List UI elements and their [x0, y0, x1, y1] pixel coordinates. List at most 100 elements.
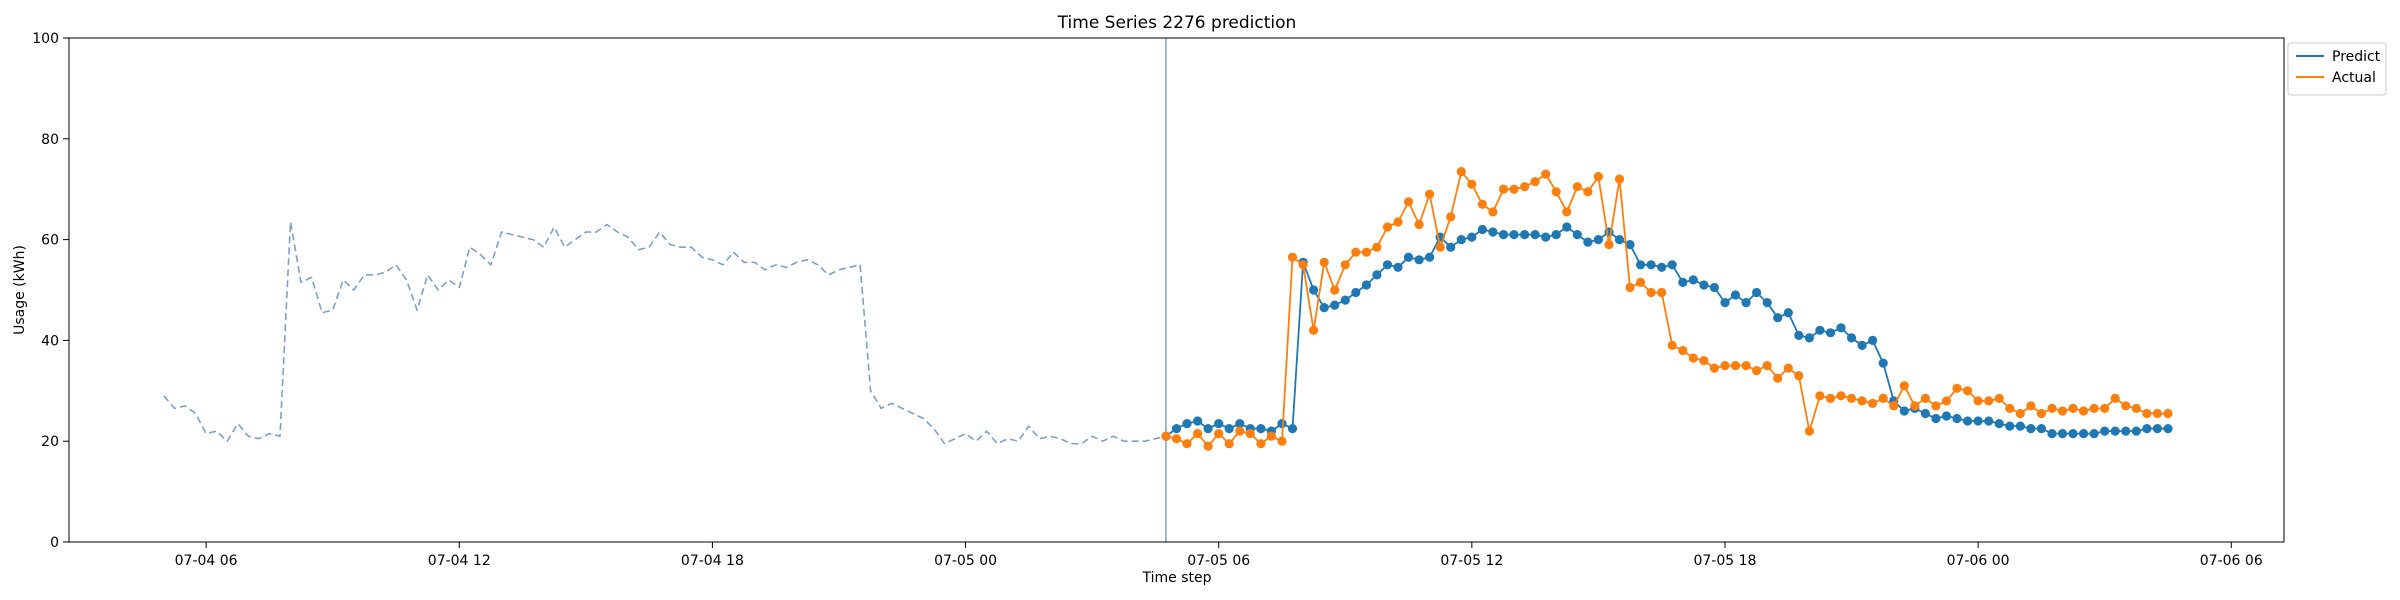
series-predict-point: [1657, 262, 1667, 272]
series-predict-point: [1868, 335, 1878, 345]
series-actual-point: [1783, 363, 1793, 373]
series-predict-point: [1330, 300, 1340, 310]
series-actual-point: [2142, 408, 2152, 419]
axes-frame: [68, 37, 2285, 543]
series-predict-point: [1361, 280, 1371, 290]
series-predict-point: [1804, 333, 1814, 343]
x-tick-label: 07-05 06: [1187, 553, 1250, 569]
series-actual-point: [2005, 403, 2015, 413]
y-tick-label: 60: [41, 233, 59, 249]
series-predict-point: [1235, 419, 1245, 429]
series-actual-point: [1973, 396, 1983, 406]
series-actual-point: [1340, 260, 1350, 270]
series-actual-point: [1393, 217, 1403, 227]
series-predict-point: [2057, 429, 2068, 439]
series-actual-point: [1688, 353, 1698, 363]
series-predict-point: [1551, 230, 1561, 240]
series-predict-point: [1815, 325, 1825, 335]
series-predict-point: [1730, 290, 1741, 300]
series-actual-point: [1857, 396, 1867, 406]
series-predict-point: [1825, 328, 1836, 338]
x-tick-label: 07-06 00: [1947, 553, 2010, 569]
series-actual-point: [1846, 393, 1857, 403]
series-actual-point: [1730, 361, 1741, 371]
series-predict-point: [1488, 227, 1498, 237]
series-predict-point: [1752, 287, 1762, 298]
series-actual-point: [1161, 431, 1171, 441]
series-predict-point: [2142, 424, 2152, 434]
series-actual-point: [1678, 345, 1688, 356]
series-predict-point: [2163, 424, 2173, 434]
series-actual-point: [1551, 187, 1561, 197]
series-actual-point: [1752, 366, 1762, 376]
x-tick-label: 07-06 06: [2200, 553, 2263, 569]
series-actual-point: [1171, 434, 1182, 444]
series-actual-point: [1467, 179, 1477, 189]
series-actual-point: [1287, 252, 1298, 262]
series-actual-point: [1699, 356, 1709, 366]
series-predict-point: [2015, 421, 2025, 431]
series-actual-point: [1477, 199, 1487, 209]
series-actual-point: [1667, 340, 1677, 350]
series-actual-point: [1309, 325, 1319, 335]
y-tick-label: 40: [41, 333, 59, 349]
series-predict-point: [1351, 287, 1361, 298]
x-tick-label: 07-04 06: [175, 553, 238, 569]
series-predict-point: [1203, 424, 1213, 434]
series-actual-point: [1794, 371, 1804, 381]
series-actual-point: [2036, 408, 2046, 419]
series-predict-point: [2047, 429, 2057, 439]
series-actual-point: [2079, 406, 2089, 416]
series-predict-point: [1963, 416, 1973, 426]
series-predict-point: [1562, 222, 1572, 232]
series-actual-point: [1952, 383, 1962, 393]
legend: Predict Actual: [2287, 42, 2387, 96]
series-actual-point: [1614, 174, 1625, 184]
series-actual-point: [2100, 403, 2110, 413]
series-predict-point: [1530, 230, 1540, 240]
series-actual-point: [1403, 197, 1414, 207]
series-actual-line: [1165, 170, 2168, 448]
series-actual-point: [1498, 184, 1509, 194]
series-actual-point: [1646, 287, 1656, 298]
series-predict-point: [1636, 260, 1646, 270]
series-predict-point: [1372, 270, 1382, 280]
series-predict-point: [1836, 323, 1846, 333]
series-actual-point: [1382, 222, 1393, 232]
x-tick-label: 07-05 12: [1440, 553, 1503, 569]
series-actual-point: [1709, 363, 1719, 373]
series-actual-point: [1298, 260, 1308, 270]
series-actual-point: [2121, 401, 2131, 411]
series-actual-point: [1446, 212, 1456, 222]
series-predict-point: [1509, 230, 1519, 240]
x-axis: 07-04 06 07-04 12 07-04 18 07-05 00 07-05 06…: [175, 542, 2263, 569]
y-tick-label: 80: [41, 132, 59, 148]
series-predict-point: [1393, 262, 1403, 272]
series-predict-point: [1688, 275, 1698, 285]
y-tick-label: 20: [41, 434, 59, 450]
series-actual-point: [1636, 277, 1646, 287]
series-actual-point: [1815, 391, 1825, 401]
x-tick-label: 07-04 18: [681, 553, 744, 569]
series-predict-point: [1572, 230, 1582, 240]
series-actual-point: [1762, 361, 1772, 371]
series-actual-point: [1182, 439, 1192, 449]
series-actual-point: [1414, 219, 1424, 230]
series-history-line: [163, 221, 1167, 445]
series-actual-point: [1984, 396, 1994, 406]
series-actual-point: [1224, 439, 1234, 449]
series-predict-point: [2100, 426, 2110, 436]
series-actual-point: [1604, 240, 1614, 250]
series-predict-point: [1709, 282, 1719, 293]
series-predict-point: [2036, 424, 2046, 434]
series-actual-point: [1361, 247, 1371, 257]
series-actual-point: [2026, 401, 2036, 411]
series-actual-point: [2047, 403, 2057, 413]
series-predict-point: [1994, 419, 2004, 429]
series-predict-point: [1214, 419, 1224, 429]
y-tick-label: 0: [50, 535, 59, 551]
series-actual-point: [2015, 408, 2025, 419]
series-actual-point: [1625, 282, 1635, 293]
series-actual-point: [1963, 386, 1973, 396]
